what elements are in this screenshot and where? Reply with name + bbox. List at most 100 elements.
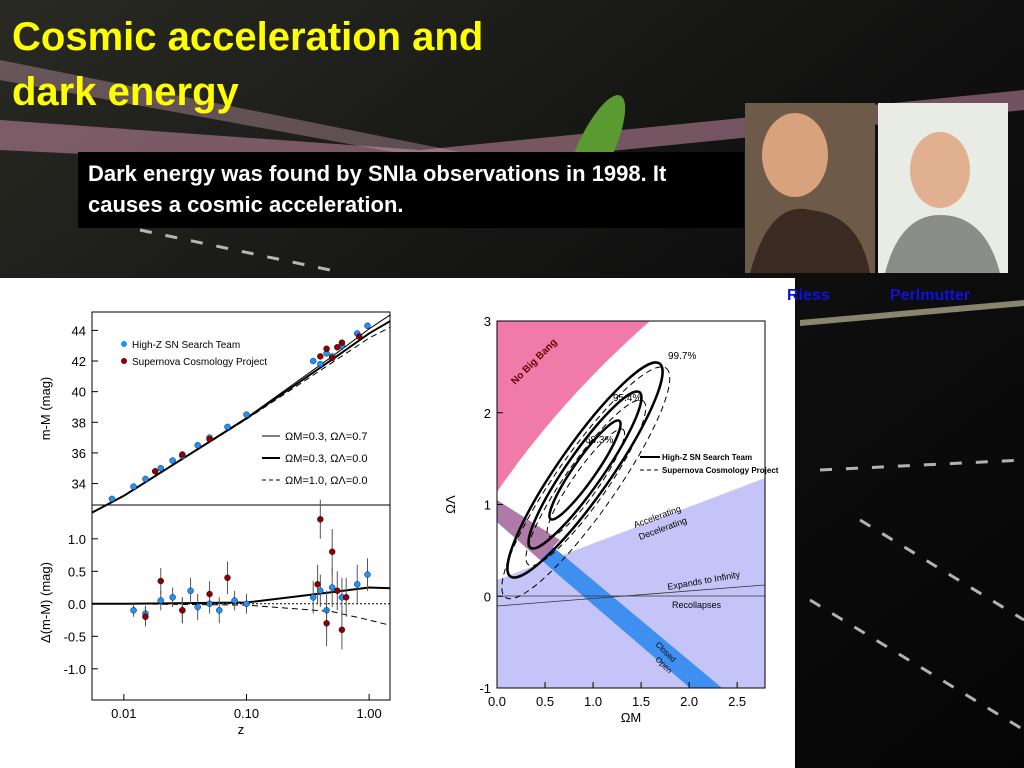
text-box: Dark energy was found by SNIa observatio… xyxy=(78,152,744,228)
y-tick-label: -1 xyxy=(479,681,491,696)
x-tick-label: 0.10 xyxy=(234,706,259,721)
y-tick-label: 34 xyxy=(72,477,86,492)
annotation: 68.3% xyxy=(585,435,613,446)
data-point xyxy=(317,353,324,360)
data-point xyxy=(323,620,330,627)
data-point xyxy=(130,607,137,614)
data-point xyxy=(364,322,371,329)
data-point xyxy=(329,354,336,362)
data-point xyxy=(243,600,250,607)
x-axis-label: z xyxy=(238,722,245,737)
data-point xyxy=(224,574,231,581)
x-tick-label: 0.0 xyxy=(488,694,506,709)
data-point xyxy=(130,483,137,490)
data-point xyxy=(108,495,116,503)
data-point xyxy=(364,571,371,578)
y-tick-label: 38 xyxy=(72,415,86,430)
person-name: Riess xyxy=(787,287,830,304)
legend-label: Supernova Cosmology Project xyxy=(132,357,267,368)
legend-label: High-Z SN Search Team xyxy=(132,340,240,351)
legend-label: ΩM=1.0, ΩΛ=0.0 xyxy=(285,475,368,487)
y-tick-label: -0.5 xyxy=(64,629,86,644)
data-point xyxy=(329,584,336,591)
x-tick-label: 0.5 xyxy=(536,694,554,709)
x-tick-label: 2.0 xyxy=(680,694,698,709)
data-point xyxy=(310,357,317,365)
model-line xyxy=(92,603,391,626)
data-point xyxy=(314,581,321,588)
data-point xyxy=(310,594,317,601)
title: Cosmic acceleration and dark energy xyxy=(12,15,484,114)
omega-regions xyxy=(496,321,766,688)
data-point xyxy=(323,345,330,352)
data-point xyxy=(179,451,186,458)
data-point xyxy=(231,597,238,604)
y-tick-label: 44 xyxy=(72,323,86,338)
data-point xyxy=(142,475,149,483)
data-point xyxy=(317,360,324,368)
plot-frame xyxy=(496,320,766,689)
y-tick-label: 42 xyxy=(72,354,86,369)
data-point xyxy=(187,587,194,594)
x-axis-label: ΩM xyxy=(621,710,642,725)
y-tick-label: 2 xyxy=(484,406,491,421)
y-axis-label: m-M (mag) xyxy=(38,377,53,441)
data-point xyxy=(157,597,164,604)
data-point xyxy=(334,344,341,351)
data-point xyxy=(317,516,324,523)
legend-marker xyxy=(121,358,127,364)
y-axis-label: ΩΛ xyxy=(443,495,458,514)
person-name: Perlmutter xyxy=(890,287,971,304)
data-point xyxy=(329,548,336,555)
x-tick-label: 1.0 xyxy=(584,694,602,709)
data-point xyxy=(338,339,346,346)
data-point xyxy=(179,607,186,614)
data-point xyxy=(194,603,201,611)
data-point xyxy=(151,468,159,475)
x-tick-label: 2.5 xyxy=(728,694,746,709)
model-line xyxy=(91,326,391,514)
plot-frame xyxy=(91,504,391,701)
data-point xyxy=(169,457,176,464)
annotation: Recollapses xyxy=(672,600,722,610)
data-point xyxy=(243,411,250,418)
y-tick-label: 3 xyxy=(484,314,491,329)
y-axis-label: Δ(m-M) (mag) xyxy=(38,562,53,643)
x-tick-label: 0.01 xyxy=(111,706,136,721)
y-tick-label: 0 xyxy=(484,589,491,604)
data-point xyxy=(194,442,201,449)
legend-label: High-Z SN Search Team xyxy=(662,453,752,462)
x-tick-label: 1.00 xyxy=(356,706,381,721)
model-line xyxy=(92,586,391,605)
annotation: 99.7% xyxy=(668,351,696,362)
legend-marker xyxy=(121,341,127,347)
data-point xyxy=(317,587,324,594)
data-point xyxy=(342,594,350,601)
data-point xyxy=(157,577,164,585)
data-point xyxy=(334,587,341,594)
y-tick-label: -1.0 xyxy=(64,662,86,677)
data-point xyxy=(224,423,231,431)
y-tick-label: 1.0 xyxy=(68,532,86,547)
y-tick-label: 36 xyxy=(72,446,86,461)
y-tick-label: 40 xyxy=(72,385,86,400)
legend-label: ΩM=0.3, ΩΛ=0.7 xyxy=(285,431,368,443)
annotation: 95.4% xyxy=(613,393,641,404)
data-point xyxy=(216,607,223,614)
data-point xyxy=(206,435,213,443)
data-point xyxy=(206,590,213,598)
data-point xyxy=(354,581,361,588)
data-point xyxy=(142,613,149,620)
data-point xyxy=(169,594,176,601)
data-point xyxy=(338,626,346,633)
x-tick-label: 1.5 xyxy=(632,694,650,709)
y-tick-label: 0.0 xyxy=(68,597,86,612)
y-tick-label: 1 xyxy=(484,498,491,513)
legend-label: ΩM=0.3, ΩΛ=0.0 xyxy=(285,453,368,465)
data-point xyxy=(157,465,164,472)
y-tick-label: 0.5 xyxy=(68,564,86,579)
legend-label: Supernova Cosmology Project xyxy=(662,466,779,475)
data-point xyxy=(355,333,363,340)
